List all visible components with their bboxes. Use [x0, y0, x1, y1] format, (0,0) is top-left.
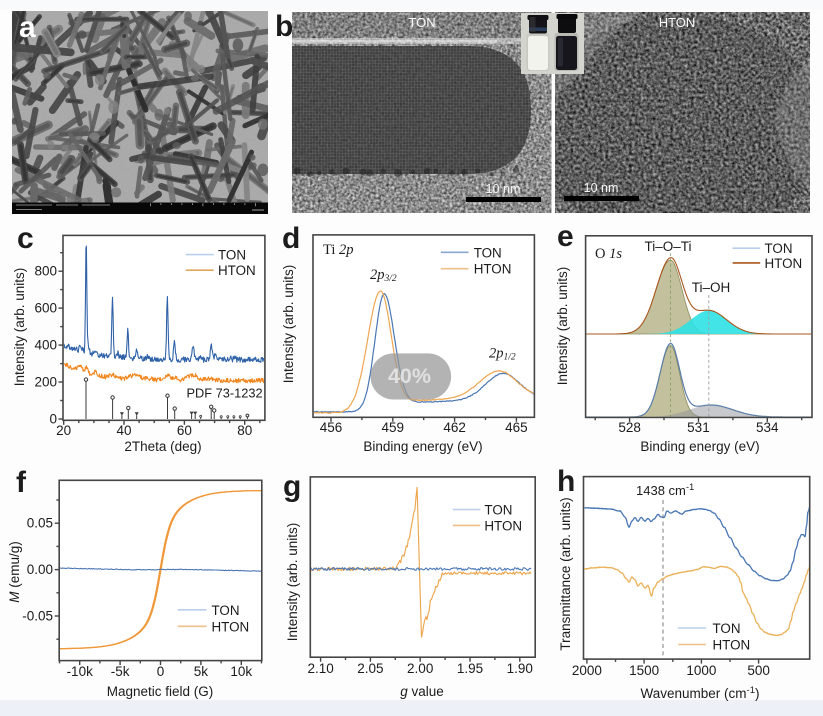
- svg-text:Intensity (arb. units): Intensity (arb. units): [12, 268, 27, 387]
- svg-text:5k: 5k: [194, 664, 209, 679]
- svg-text:1000: 1000: [686, 663, 716, 678]
- svg-text:400: 400: [34, 338, 57, 353]
- svg-text:1438 cm-1: 1438 cm-1: [636, 482, 694, 498]
- svg-text:2.10: 2.10: [307, 661, 333, 676]
- svg-text:0.05: 0.05: [27, 516, 53, 531]
- svg-text:TON: TON: [713, 621, 741, 636]
- svg-text:TON: TON: [765, 241, 793, 256]
- svg-text:-5k: -5k: [111, 664, 130, 679]
- svg-text:Transmittance (arb. units): Transmittance (arb. units): [558, 497, 573, 650]
- svg-text:534: 534: [756, 420, 779, 435]
- svg-text:HTON: HTON: [218, 263, 256, 278]
- svg-text:600: 600: [34, 301, 57, 316]
- svg-text:Ti 2p: Ti 2p: [323, 242, 354, 258]
- svg-text:Binding energy (eV): Binding energy (eV): [363, 439, 482, 454]
- svg-text:Intensity (arb. units): Intensity (arb. units): [555, 267, 570, 386]
- svg-text:TON: TON: [408, 15, 435, 30]
- svg-text:531: 531: [687, 420, 710, 435]
- svg-text:10 nm: 10 nm: [584, 181, 619, 195]
- svg-text:2000: 2000: [572, 663, 602, 678]
- svg-text:456: 456: [320, 420, 343, 435]
- svg-text:HTON: HTON: [713, 638, 751, 653]
- svg-text:462: 462: [443, 420, 466, 435]
- svg-text:c: c: [17, 222, 34, 255]
- svg-text:TON: TON: [474, 245, 502, 260]
- svg-text:h: h: [557, 465, 575, 498]
- svg-text:10 nm: 10 nm: [486, 182, 521, 196]
- svg-text:Wavenumber (cm-1): Wavenumber (cm-1): [641, 685, 760, 701]
- svg-text:10k: 10k: [230, 664, 252, 679]
- svg-text:2.05: 2.05: [357, 661, 383, 676]
- svg-text:d: d: [282, 222, 300, 255]
- svg-text:80: 80: [237, 423, 252, 438]
- svg-text:528: 528: [618, 420, 641, 435]
- svg-text:500: 500: [747, 663, 770, 678]
- svg-text:459: 459: [382, 420, 405, 435]
- svg-text:0: 0: [157, 664, 165, 679]
- svg-text:PDF 73-1232: PDF 73-1232: [187, 386, 263, 401]
- svg-text:HTON: HTON: [765, 256, 803, 271]
- svg-text:b: b: [275, 10, 293, 43]
- svg-text:f: f: [16, 466, 27, 499]
- svg-text:20: 20: [56, 423, 71, 438]
- svg-text:HTON: HTON: [659, 15, 696, 30]
- svg-text:-0.05: -0.05: [22, 609, 53, 624]
- svg-text:g: g: [283, 470, 301, 503]
- svg-text:TON: TON: [212, 603, 240, 618]
- svg-text:g value: g value: [400, 684, 444, 699]
- svg-text:2Theta (deg): 2Theta (deg): [124, 439, 201, 454]
- svg-text:-10k: -10k: [67, 664, 94, 679]
- svg-text:1.90: 1.90: [507, 661, 533, 676]
- svg-text:Intensity (arb. units): Intensity (arb. units): [281, 265, 296, 384]
- svg-text:Intensity (arb. units): Intensity (arb. units): [285, 523, 300, 642]
- svg-text:40%: 40%: [388, 364, 431, 388]
- svg-text:0.00: 0.00: [27, 562, 53, 577]
- svg-text:2.00: 2.00: [407, 661, 433, 676]
- svg-text:TON: TON: [218, 248, 246, 263]
- svg-text:1500: 1500: [629, 663, 659, 678]
- svg-text:Ti–O–Ti: Ti–O–Ti: [644, 239, 691, 254]
- svg-text:HTON: HTON: [484, 518, 522, 533]
- svg-text:M (emu/g): M (emu/g): [7, 541, 22, 603]
- svg-text:60: 60: [177, 423, 192, 438]
- svg-text:465: 465: [505, 420, 528, 435]
- svg-text:Magnetic field (G): Magnetic field (G): [107, 684, 214, 699]
- svg-text:Binding energy (eV): Binding energy (eV): [640, 439, 759, 454]
- svg-text:40: 40: [117, 423, 132, 438]
- svg-text:O 1s: O 1s: [595, 246, 622, 262]
- svg-text:e: e: [557, 220, 574, 253]
- svg-text:0: 0: [49, 412, 57, 427]
- svg-text:TON: TON: [484, 503, 512, 518]
- svg-text:HTON: HTON: [474, 262, 512, 277]
- svg-text:800: 800: [34, 264, 57, 279]
- svg-text:HTON: HTON: [212, 619, 250, 634]
- svg-text:Ti–OH: Ti–OH: [692, 280, 731, 295]
- svg-text:a: a: [19, 11, 36, 44]
- svg-text:1.95: 1.95: [457, 661, 483, 676]
- svg-text:200: 200: [34, 375, 57, 390]
